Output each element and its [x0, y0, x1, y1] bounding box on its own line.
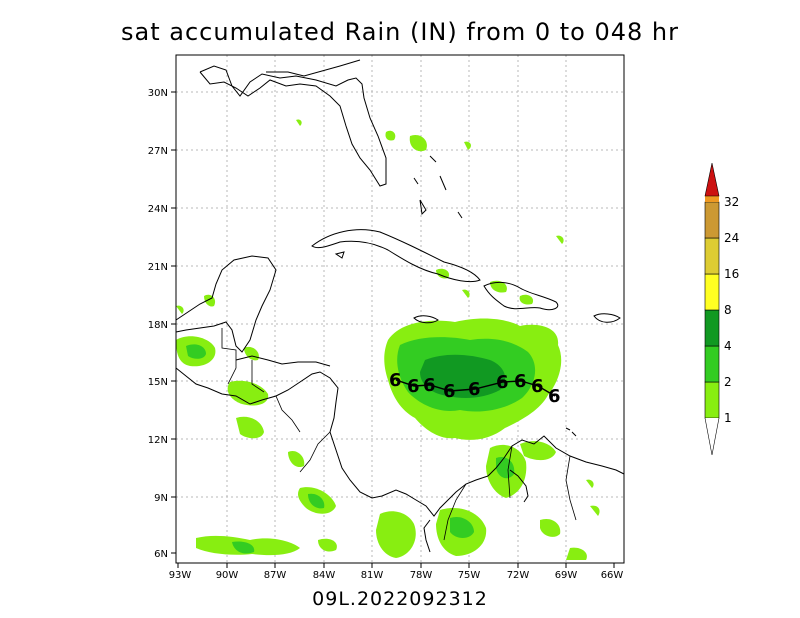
lon-label: 69W — [555, 570, 578, 581]
colorbar-swatch-24 — [704, 201, 720, 239]
colorbar-label: 2 — [724, 375, 732, 389]
lat-label: 27N — [148, 146, 168, 157]
colorbar-swatch-2 — [704, 345, 720, 383]
storm-symbols: 6 6 6 6 6 6 6 6 6 — [389, 370, 561, 407]
lat-label: 6N — [154, 549, 168, 560]
storm-symbol: 6 — [423, 375, 436, 396]
lon-label: 87W — [264, 570, 287, 581]
storm-symbol: 6 — [496, 372, 509, 393]
borders — [221, 328, 577, 541]
colorbar-label: 1 — [724, 411, 732, 425]
lat-label: 21N — [148, 262, 168, 273]
lon-label: 93W — [169, 570, 192, 581]
longitude-labels: 93W 90W 87W 84W 81W 78W 75W 72W 69W 66W — [169, 570, 624, 581]
colorbar-swatch-1 — [704, 381, 720, 419]
colorbar-swatch-16 — [704, 237, 720, 275]
colorbar-label: 16 — [724, 267, 739, 281]
colorbar-top-arrow — [704, 162, 720, 197]
storm-track — [395, 379, 556, 397]
lat-label: 30N — [148, 88, 168, 99]
colorbar-swatch-32 — [705, 196, 719, 202]
axis-ticks — [171, 91, 615, 568]
colorbar: 1 2 4 8 16 24 32 — [704, 162, 739, 456]
storm-symbol: 6 — [407, 376, 420, 397]
lon-label: 75W — [458, 570, 481, 581]
lat-label: 9N — [154, 493, 168, 504]
storm-symbol: 6 — [548, 386, 561, 407]
lat-label: 24N — [148, 204, 168, 215]
map-frame — [175, 54, 625, 564]
storm-symbol: 6 — [443, 381, 456, 402]
map-area — [176, 55, 624, 563]
colorbar-label: 8 — [724, 303, 732, 317]
map-footer-label: 09L.2022092312 — [312, 588, 488, 610]
lat-label: 12N — [148, 435, 168, 446]
lat-label: 15N — [148, 377, 168, 388]
rainfall-field — [176, 119, 600, 560]
lon-label: 72W — [507, 570, 530, 581]
lon-label: 90W — [216, 570, 239, 581]
colorbar-label: 24 — [724, 231, 739, 245]
colorbar-swatch-4 — [704, 309, 720, 347]
storm-symbol: 6 — [531, 376, 544, 397]
colorbar-bottom-arrow — [704, 417, 720, 456]
colorbar-swatch-8 — [704, 273, 720, 311]
map-title: sat accumulated Rain (IN) from 0 to 048 … — [121, 18, 679, 46]
storm-symbol: 6 — [468, 379, 481, 400]
latitude-labels: 30N 27N 24N 21N 18N 15N 12N 9N 6N — [148, 88, 168, 560]
colorbar-label: 32 — [724, 195, 739, 209]
storm-symbol: 6 — [389, 370, 402, 391]
colorbar-label: 4 — [724, 339, 732, 353]
lat-label: 18N — [148, 320, 168, 331]
lon-label: 78W — [410, 570, 433, 581]
storm-symbol: 6 — [514, 371, 527, 392]
lon-label: 81W — [361, 570, 384, 581]
coastlines — [175, 59, 625, 553]
lon-label: 84W — [313, 570, 336, 581]
lon-label: 66W — [601, 570, 624, 581]
